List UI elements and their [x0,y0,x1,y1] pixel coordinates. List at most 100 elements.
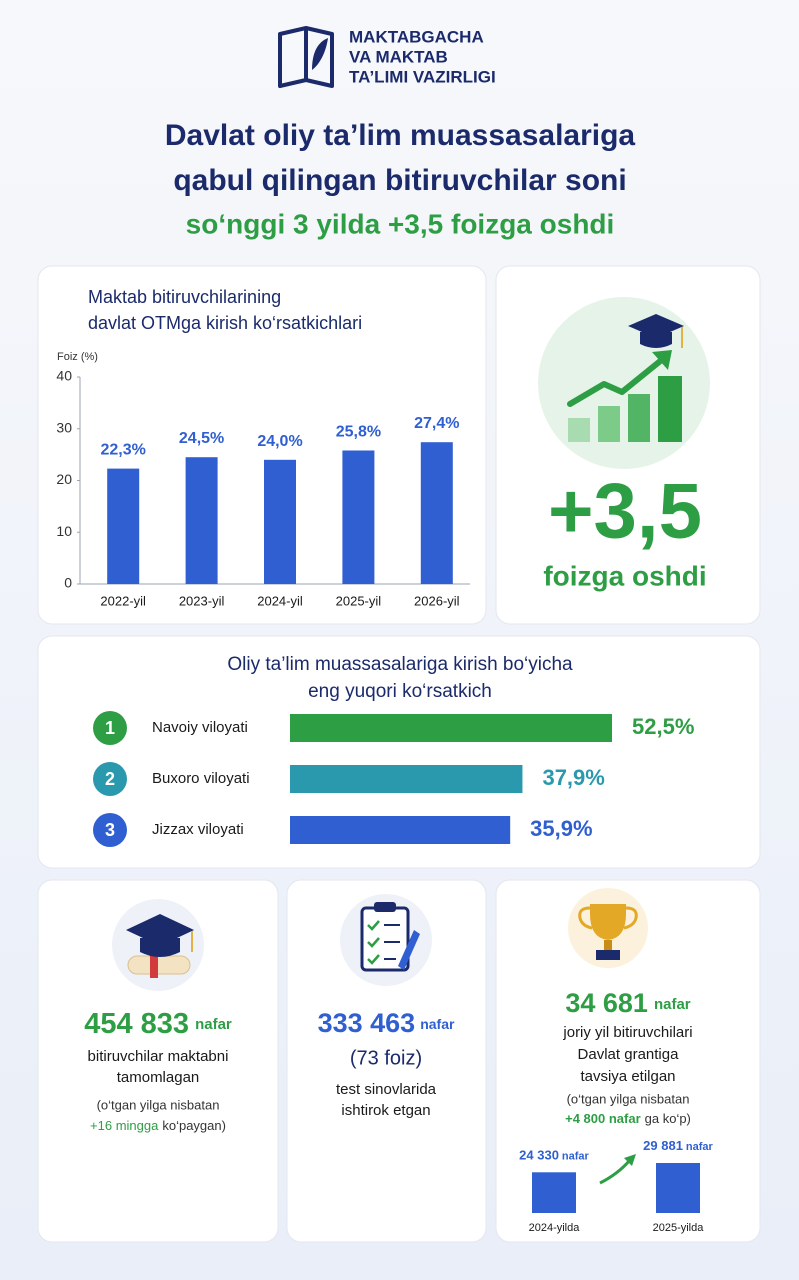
bar [290,816,511,844]
highlight-value: +3,5 [548,467,702,555]
x-tick-label: 2023-yil [179,593,225,608]
chart-title: Maktab bitiruvchilarining [88,287,281,307]
logo: MAKTABGACHA VA MAKTAB TA’LIMI VAZIRLIGI [278,26,496,88]
stat-text: test sinovlarida [336,1081,437,1098]
stat-number: 34 681 [565,988,648,1018]
category-label: Buxoro viloyati [152,770,250,787]
y-tick-label: 20 [56,471,72,487]
stat-text: ishtirok etgan [341,1102,430,1119]
value-label: 37,9% [542,765,604,790]
stat-value: 333 463 nafar [318,1008,455,1038]
growth-icon [538,297,710,469]
title: Davlat oliy ta’lim muassasalariga [165,119,636,152]
value-label: 25,8% [336,424,381,441]
stat-share: (73 foiz) [350,1047,422,1069]
stat-card [495,879,761,1243]
trophy-icon [568,888,648,968]
ranking-card [37,635,761,869]
stat-unit: nafar [420,1016,455,1032]
value-label-number: 22,3% [101,442,146,459]
stat-number: 454 833 [84,1008,189,1040]
stat-unit: nafar [654,996,691,1013]
value-label-number: 24 330 [519,1148,559,1163]
value-label: 27,4% [414,415,459,432]
category-label: Jizzax viloyati [152,821,244,838]
logo-text: TA’LIMI VAZIRLIGI [349,67,496,86]
stat-text: Davlat grantiga [578,1046,680,1063]
highlight-caption: foizga oshdi [543,560,706,591]
value-label: 24,5% [179,430,224,447]
value-label-number: 29 881 [643,1138,683,1153]
stat-note: +16 mingga ko‘paygan) [90,1118,226,1133]
stat-card [37,879,279,1243]
value-label: 52,5% [632,714,694,739]
logo-text: VA MAKTAB [349,47,448,66]
bar [532,1172,576,1213]
value-label-unit: nafar [562,1150,590,1162]
logo-text: MAKTABGACHA [349,27,484,46]
stat-card [286,879,487,1243]
value-label-number: 27,4% [414,415,459,432]
value-label-number: 24,0% [257,433,302,450]
bar [290,765,523,793]
value-label-number: 24,5% [179,430,224,447]
bar [264,459,296,584]
rank-badge [93,711,127,745]
bar [185,457,218,584]
stat-note-highlight: +16 mingga [90,1118,159,1133]
y-tick-label: 10 [56,523,72,539]
value-label-unit: nafar [686,1141,714,1153]
stat-text: tamomlagan [117,1069,200,1086]
bar [107,468,140,584]
rank-number: 3 [105,820,115,840]
value-label-number: 25,8% [336,424,381,441]
y-axis-label: Foiz (%) [57,351,98,363]
bar [420,442,453,584]
stat-text: joriy yil bitiruvchilari [562,1024,692,1041]
rank-badge [93,813,127,847]
stat-note: (o‘tgan yilga nisbatan [567,1091,690,1106]
graduation-icon [112,899,204,991]
y-tick-label: 0 [64,575,72,591]
growth-arrow-head [624,1154,636,1166]
x-tick-label: 2024-yil [257,593,303,608]
stat-note-end: ko‘paygan) [162,1118,226,1133]
bar [290,714,612,742]
x-tick-label: 2026-yil [414,593,460,608]
value-label: 35,9% [530,816,592,841]
y-tick-label: 30 [56,419,72,435]
clipboard-icon [340,894,432,986]
stat-note-highlight: +4 800 nafar [565,1111,641,1126]
stat-text: bitiruvchilar maktabni [88,1048,229,1065]
value-label: 22,3% [101,442,146,459]
x-tick-label: 2025-yilda [653,1222,705,1234]
title: qabul qilingan bitiruvchilar soni [173,164,626,197]
x-tick-label: 2025-yil [336,593,382,608]
subtitle: so‘nggi 3 yilda +3,5 foizga oshdi [186,208,615,239]
stat-value: 34 681 nafar [565,988,690,1018]
value-label: 24,0% [257,433,302,450]
y-tick-label: 40 [56,368,72,384]
stat-note: +4 800 nafar ga ko‘p) [565,1111,691,1126]
value-label: 24 330 nafar [519,1148,589,1163]
bar [342,450,375,584]
chart-title: eng yuqori ko‘rsatkich [308,681,492,702]
bar [656,1163,700,1213]
growth-arrow [599,1159,632,1185]
x-tick-label: 2022-yil [100,593,146,608]
stat-text: tavsiya etilgan [580,1068,675,1085]
rank-number: 2 [105,769,115,789]
stat-number: 333 463 [318,1008,416,1038]
category-label: Navoiy viloyati [152,719,248,736]
value-label: 29 881 nafar [643,1138,713,1153]
chart-title: Oliy ta’lim muassasalariga kirish bo‘yic… [227,654,573,675]
stat-note: (o‘tgan yilga nisbatan [97,1097,220,1112]
rank-badge [93,762,127,796]
stat-note-end: ga ko‘p) [645,1111,691,1126]
rank-number: 1 [105,718,115,738]
stat-unit: nafar [195,1016,232,1033]
stat-value: 454 833 nafar [84,1008,232,1040]
x-tick-label: 2024-yilda [529,1222,581,1234]
chart-title: davlat OTMga kirish ko‘rsatkichlari [88,313,362,333]
